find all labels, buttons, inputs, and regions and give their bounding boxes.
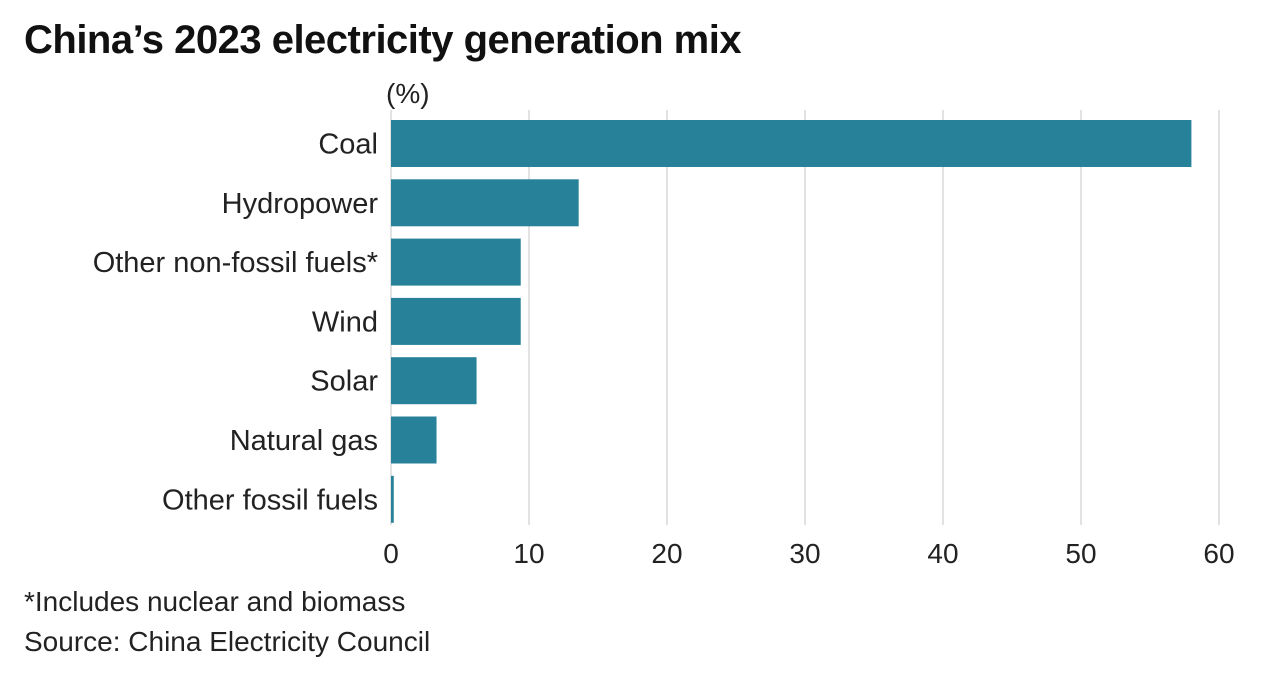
bar-hydropower — [391, 179, 579, 227]
source-note: Source: China Electricity Council — [24, 626, 431, 657]
footnote: *Includes nuclear and biomass — [24, 586, 406, 617]
bar-coal — [391, 120, 1192, 167]
category-label: Natural gas — [230, 425, 378, 457]
x-tick-label: 60 — [1203, 538, 1234, 569]
unit-label: (%) — [386, 78, 430, 109]
x-tick-label: 40 — [927, 538, 958, 569]
bar-natural-gas — [391, 416, 437, 464]
category-label: Wind — [312, 306, 378, 338]
category-label: Other fossil fuels — [162, 484, 378, 516]
category-label: Coal — [318, 129, 378, 161]
bar-solar — [391, 357, 477, 405]
chart-title: China’s 2023 electricity generation mix — [24, 18, 742, 62]
x-tick-label: 0 — [383, 538, 399, 569]
bar-other-fossil-fuels — [391, 475, 394, 523]
bar-other-non-fossil-fuels — [391, 238, 521, 286]
category-label: Hydropower — [222, 188, 379, 220]
category-label: Other non-fossil fuels* — [93, 247, 378, 279]
category-label: Solar — [310, 366, 378, 398]
x-tick-label: 10 — [513, 538, 544, 569]
x-tick-label: 20 — [651, 538, 682, 569]
x-tick-label: 30 — [789, 538, 820, 569]
x-tick-label: 50 — [1065, 538, 1096, 569]
bar-wind — [391, 297, 521, 345]
